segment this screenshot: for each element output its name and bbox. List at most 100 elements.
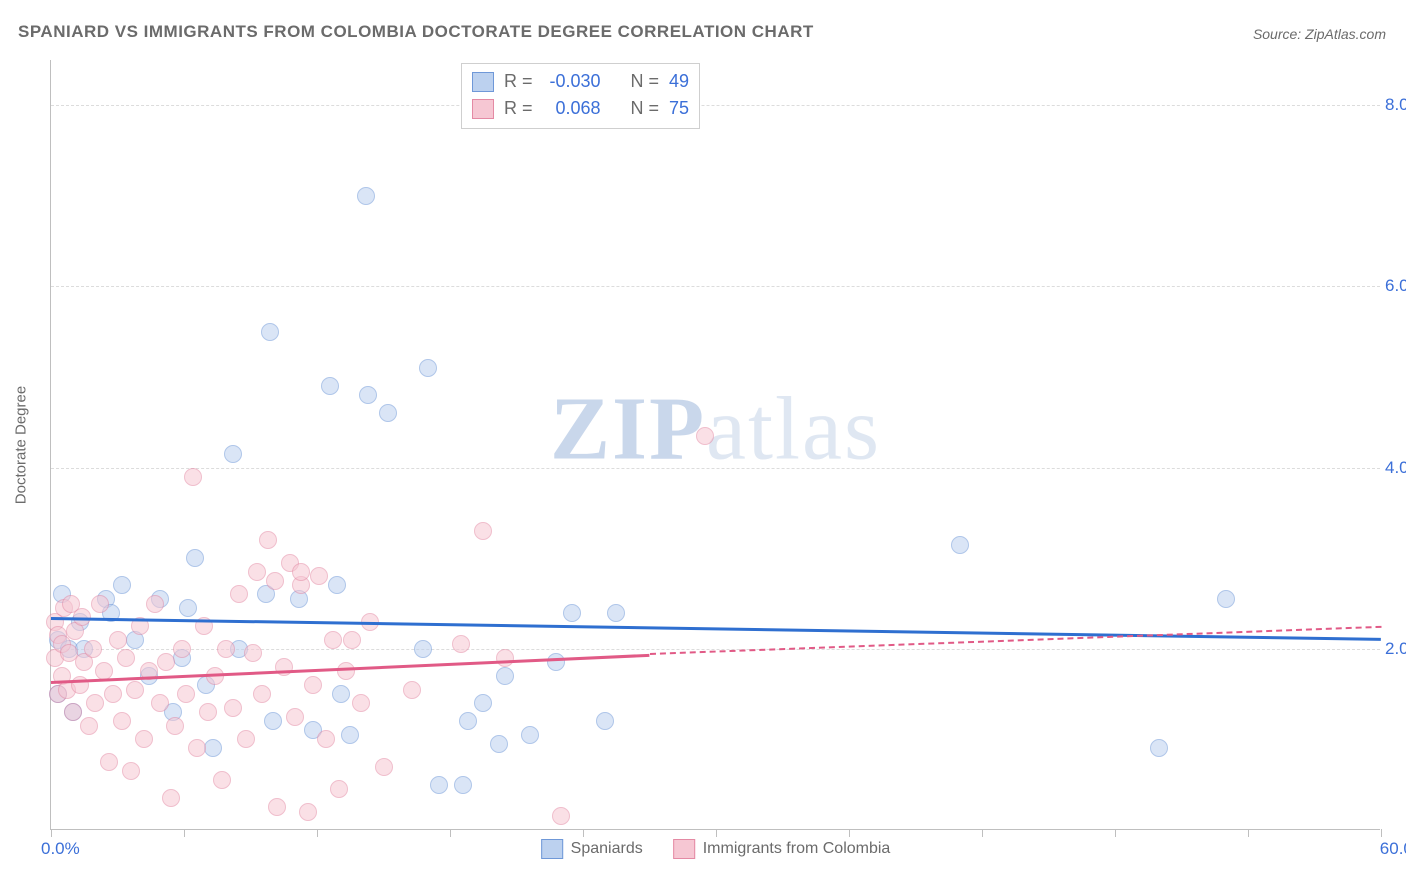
data-point xyxy=(253,685,271,703)
source-attribution: Source: ZipAtlas.com xyxy=(1253,26,1386,42)
data-point xyxy=(292,563,310,581)
data-point xyxy=(379,404,397,422)
data-point xyxy=(224,445,242,463)
data-point xyxy=(122,762,140,780)
data-point xyxy=(547,653,565,671)
data-point xyxy=(352,694,370,712)
data-point xyxy=(563,604,581,622)
data-point xyxy=(188,739,206,757)
data-point xyxy=(474,694,492,712)
data-point xyxy=(100,753,118,771)
data-point xyxy=(64,703,82,721)
x-max-label: 60.0% xyxy=(1380,839,1406,859)
legend-item-2: Immigrants from Colombia xyxy=(673,839,891,859)
data-point xyxy=(521,726,539,744)
data-point xyxy=(104,685,122,703)
data-point xyxy=(474,522,492,540)
data-point xyxy=(304,676,322,694)
data-point xyxy=(244,644,262,662)
data-point xyxy=(177,685,195,703)
data-point xyxy=(299,803,317,821)
swatch-series-2 xyxy=(472,99,494,119)
data-point xyxy=(332,685,350,703)
data-point xyxy=(199,703,217,721)
data-point xyxy=(84,640,102,658)
legend-label-2: Immigrants from Colombia xyxy=(703,840,891,858)
stats-box: R = -0.030 N = 49 R = 0.068 N = 75 xyxy=(461,63,700,129)
data-point xyxy=(117,649,135,667)
legend-label-1: Spaniards xyxy=(571,840,643,858)
data-point xyxy=(496,667,514,685)
stats-row-2: R = 0.068 N = 75 xyxy=(472,95,689,122)
data-point xyxy=(430,776,448,794)
data-point xyxy=(184,468,202,486)
data-point xyxy=(459,712,477,730)
data-point xyxy=(113,576,131,594)
data-point xyxy=(1150,739,1168,757)
data-point xyxy=(328,576,346,594)
data-point xyxy=(261,323,279,341)
data-point xyxy=(86,694,104,712)
trend-line xyxy=(51,617,1381,641)
data-point xyxy=(414,640,432,658)
data-point xyxy=(113,712,131,730)
watermark: ZIPatlas xyxy=(550,378,881,481)
data-point xyxy=(419,359,437,377)
data-point xyxy=(166,717,184,735)
data-point xyxy=(341,726,359,744)
data-point xyxy=(343,631,361,649)
data-point xyxy=(403,681,421,699)
x-min-label: 0.0% xyxy=(41,839,80,859)
data-point xyxy=(286,708,304,726)
data-point xyxy=(237,730,255,748)
data-point xyxy=(357,187,375,205)
data-point xyxy=(173,640,191,658)
data-point xyxy=(146,595,164,613)
n-value-1: 49 xyxy=(669,68,689,95)
data-point xyxy=(213,771,231,789)
data-point xyxy=(126,681,144,699)
data-point xyxy=(375,758,393,776)
data-point xyxy=(321,377,339,395)
data-point xyxy=(310,567,328,585)
data-point xyxy=(151,694,169,712)
data-point xyxy=(264,712,282,730)
data-point xyxy=(217,640,235,658)
data-point xyxy=(452,635,470,653)
legend-swatch-1 xyxy=(541,839,563,859)
data-point xyxy=(324,631,342,649)
plot-area: ZIPatlas 2.0%4.0%6.0%8.0% Doctorate Degr… xyxy=(50,60,1380,830)
data-point xyxy=(1217,590,1235,608)
data-point xyxy=(490,735,508,753)
data-point xyxy=(607,604,625,622)
y-axis-title: Doctorate Degree xyxy=(13,385,30,503)
legend-swatch-2 xyxy=(673,839,695,859)
swatch-series-1 xyxy=(472,72,494,92)
data-point xyxy=(268,798,286,816)
data-point xyxy=(162,789,180,807)
data-point xyxy=(317,730,335,748)
data-point xyxy=(80,717,98,735)
n-value-2: 75 xyxy=(669,95,689,122)
data-point xyxy=(330,780,348,798)
data-point xyxy=(157,653,175,671)
y-tick-label: 4.0% xyxy=(1385,458,1406,478)
data-point xyxy=(224,699,242,717)
data-point xyxy=(496,649,514,667)
data-point xyxy=(359,386,377,404)
data-point xyxy=(179,599,197,617)
y-tick-label: 8.0% xyxy=(1385,95,1406,115)
data-point xyxy=(204,739,222,757)
data-point xyxy=(266,572,284,590)
data-point xyxy=(596,712,614,730)
stats-row-1: R = -0.030 N = 49 xyxy=(472,68,689,95)
r-value-1: -0.030 xyxy=(543,68,601,95)
y-tick-label: 6.0% xyxy=(1385,276,1406,296)
legend-item-1: Spaniards xyxy=(541,839,643,859)
data-point xyxy=(109,631,127,649)
legend: Spaniards Immigrants from Colombia xyxy=(541,839,891,859)
data-point xyxy=(186,549,204,567)
data-point xyxy=(454,776,472,794)
data-point xyxy=(230,585,248,603)
r-value-2: 0.068 xyxy=(543,95,601,122)
